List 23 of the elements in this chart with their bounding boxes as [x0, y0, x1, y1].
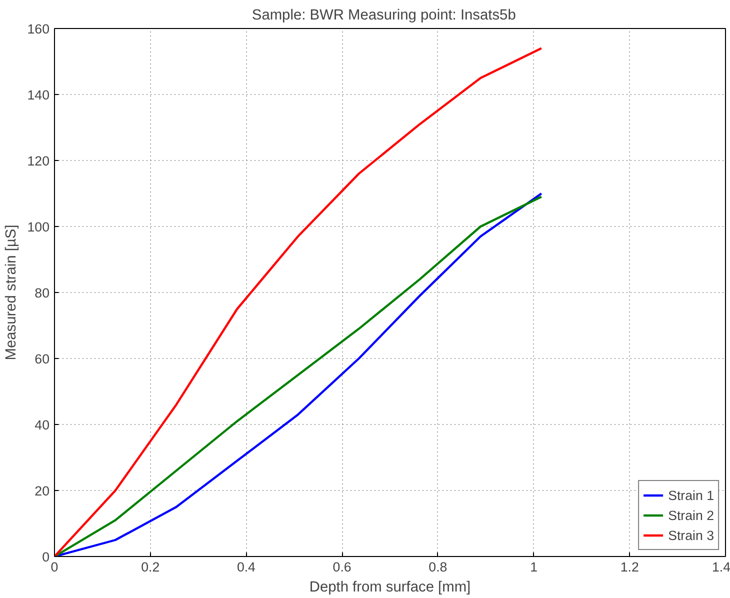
y-axis-title: Measured strain [µS]: [3, 224, 20, 360]
y-tick-label: 40: [34, 418, 50, 432]
x-tick-label: 0.8: [428, 560, 448, 574]
y-tick-label: 0: [42, 550, 50, 564]
x-tick-label: 1.4: [712, 560, 730, 574]
y-tick-label: 100: [27, 220, 50, 234]
legend-label: Strain 1: [668, 488, 714, 502]
y-tick-label: 20: [34, 484, 50, 498]
line-series: [54, 47, 543, 556]
x-tick-label: 1: [530, 560, 538, 574]
x-tick-label: 0.6: [332, 560, 352, 574]
legend-label: Strain 2: [668, 508, 714, 522]
y-tick-label: 140: [27, 88, 50, 102]
x-tick-label: 0.2: [141, 560, 160, 574]
y-tick-label: 120: [27, 154, 50, 168]
y-tick-label: 60: [34, 352, 50, 366]
y-tick-label: 80: [34, 286, 50, 300]
y-tick-label: 160: [27, 22, 50, 36]
chart-title: Sample: BWR Measuring point: Insats5b: [252, 8, 516, 24]
x-tick-label: 0.4: [236, 560, 256, 574]
x-tick-label: 1.2: [620, 560, 639, 574]
legend-label: Strain 3: [668, 528, 714, 542]
x-axis-title: Depth from surface [mm]: [309, 580, 471, 596]
